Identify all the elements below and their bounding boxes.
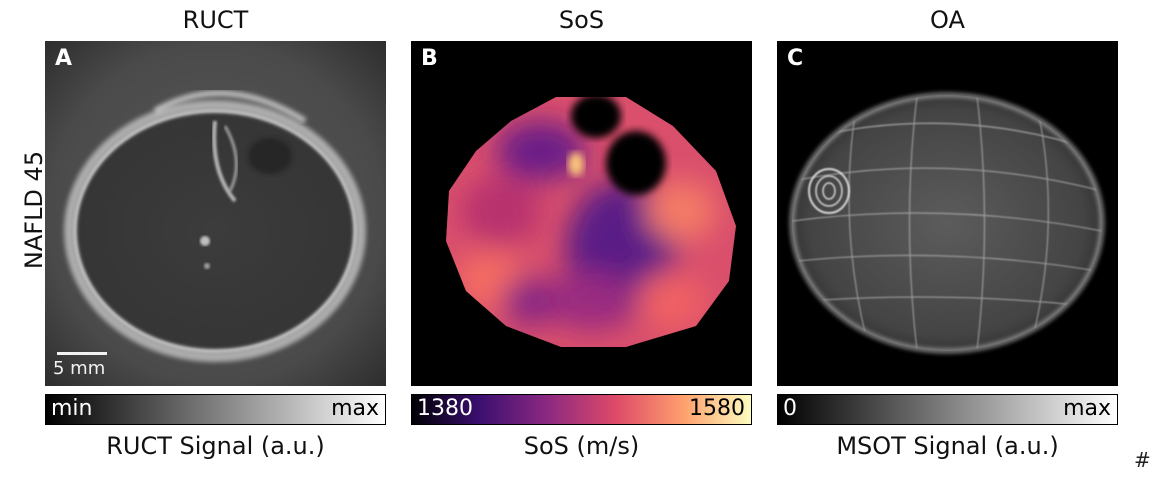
colorbar-ruct-label: RUCT Signal (a.u.) [106,432,325,460]
scale-bar-label: 5 mm [53,358,106,379]
colorbar-ruct-min: min [51,396,93,421]
sos-image [411,41,752,386]
colorbar-oa-min: 0 [783,396,797,421]
panel-c-letter: C [787,46,804,71]
colorbar-sos-label: SoS (m/s) [523,432,640,460]
panel-b-title: SoS [558,6,605,34]
colorbar-oa-label: MSOT Signal (a.u.) [836,432,1059,460]
colorbar-sos: 1380 1580 [411,394,752,425]
panel-b-letter: B [421,46,438,71]
colorbar-ruct-max: max [331,396,379,421]
colorbar-oa-max: max [1063,396,1111,421]
panel-a-title: RUCT [182,6,249,34]
colorbar-ruct: min max [45,394,386,425]
colorbar-sos-max: 1580 [689,396,745,421]
row-label: NAFLD 45 [20,150,48,270]
oa-image [777,41,1118,386]
panel-a-image: A 5 mm [45,41,386,386]
panel-c-image: C [777,41,1118,386]
panel-a-letter: A [55,46,73,71]
colorbar-sos-min: 1380 [417,396,473,421]
colorbar-oa: 0 max [777,394,1118,425]
panel-b-image: B [411,41,752,386]
scale-bar [57,352,107,355]
panel-c-title: OA [930,6,965,34]
ruct-image [45,41,386,386]
corner-mark: # [1134,448,1151,472]
